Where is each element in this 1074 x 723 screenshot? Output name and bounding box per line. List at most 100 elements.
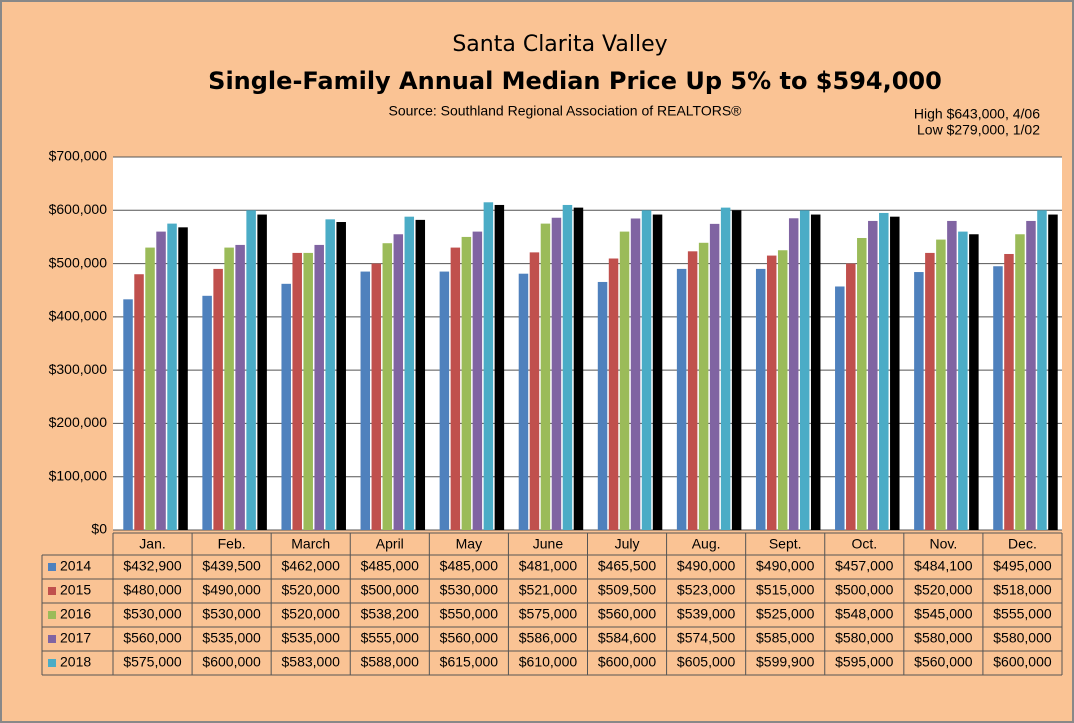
legend-swatch [48, 563, 56, 571]
table-cell: $560,000 [123, 630, 182, 646]
table-cell: $530,000 [202, 606, 261, 622]
x-tick-label: Feb. [218, 536, 246, 552]
legend-label: 2018 [60, 654, 91, 670]
table-cell: $490,000 [202, 582, 261, 598]
y-tick-label: $300,000 [49, 361, 108, 377]
table-cell: $520,000 [914, 582, 973, 598]
bar [134, 274, 144, 530]
bar [846, 263, 856, 530]
bar [868, 220, 878, 530]
table-cell: $585,000 [756, 630, 815, 646]
bar [936, 239, 946, 531]
y-tick-label: $100,000 [49, 467, 108, 483]
legend-swatch [48, 635, 56, 643]
legend-swatch [48, 659, 56, 667]
bar [257, 214, 267, 530]
x-tick-label: April [376, 536, 404, 552]
bar [1037, 210, 1047, 531]
bar [371, 263, 382, 530]
table-cell: $535,000 [202, 630, 261, 646]
table-cell: $462,000 [282, 558, 341, 574]
annotation: High $643,000, 4/06 [914, 106, 1040, 122]
bar [1004, 253, 1014, 531]
bar [720, 207, 731, 530]
table-cell: $495,000 [993, 558, 1052, 574]
x-tick-label: Aug. [692, 536, 721, 552]
table-cell: $586,000 [519, 630, 578, 646]
table-cell: $480,000 [123, 582, 182, 598]
x-tick-label: Nov. [930, 536, 958, 552]
bar [551, 217, 562, 530]
table-cell: $605,000 [677, 654, 736, 670]
table-cell: $600,000 [993, 654, 1052, 670]
x-tick-label: Jan. [139, 536, 165, 552]
table-cell: $518,000 [993, 582, 1052, 598]
bar [123, 299, 133, 530]
bar [213, 268, 223, 530]
table-cell: $530,000 [440, 582, 499, 598]
bar [461, 236, 472, 530]
table-cell: $575,000 [123, 654, 182, 670]
bar [652, 214, 663, 530]
table-cell: $580,000 [914, 630, 973, 646]
annotation: Low $279,000, 1/02 [917, 122, 1040, 138]
subtitle: Source: Southland Regional Association o… [389, 103, 743, 119]
bar [336, 222, 346, 530]
bar [597, 281, 608, 530]
bar [573, 207, 584, 530]
table-cell: $535,000 [282, 630, 341, 646]
table-cell: $600,000 [202, 654, 261, 670]
table-cell: $520,000 [282, 606, 341, 622]
bar [202, 295, 212, 530]
y-tick-label: $400,000 [49, 308, 108, 324]
table-cell: $584,600 [598, 630, 657, 646]
bar [698, 242, 709, 531]
bar [755, 268, 766, 530]
legend-label: 2014 [60, 558, 91, 574]
table-cell: $439,500 [202, 558, 261, 574]
bar [540, 223, 551, 530]
table-cell: $555,000 [361, 630, 420, 646]
bar [393, 234, 404, 530]
x-tick-label: July [615, 536, 640, 552]
table-cell: $521,000 [519, 582, 578, 598]
bar [857, 237, 867, 530]
table-cell: $588,000 [361, 654, 420, 670]
bar [766, 255, 777, 531]
table-cell: $484,100 [914, 558, 973, 574]
bar [562, 204, 573, 530]
bar [879, 212, 889, 530]
table-cell: $515,000 [756, 582, 815, 598]
table-cell: $539,000 [677, 606, 736, 622]
bar [494, 204, 505, 530]
table-cell: $580,000 [993, 630, 1052, 646]
y-tick-label: $200,000 [49, 414, 108, 430]
table-cell: $485,000 [440, 558, 499, 574]
bar [382, 243, 393, 530]
bar [925, 252, 935, 530]
supertitle: Santa Clarita Valley [452, 32, 667, 57]
bar [687, 251, 698, 530]
table-cell: $595,000 [835, 654, 894, 670]
bar [969, 234, 979, 530]
table-cell: $465,500 [598, 558, 657, 574]
x-tick-label: March [291, 536, 330, 552]
chart-title: Single-Family Annual Median Price Up 5% … [208, 67, 942, 95]
table-cell: $432,900 [123, 558, 182, 574]
table-cell: $560,000 [914, 654, 973, 670]
bar [619, 231, 630, 530]
legend-swatch [48, 611, 56, 619]
bar [709, 223, 720, 530]
table-cell: $548,000 [835, 606, 894, 622]
table-cell: $523,000 [677, 582, 736, 598]
bar [483, 202, 494, 531]
bar [1026, 220, 1036, 530]
table-cell: $575,000 [519, 606, 578, 622]
bar [914, 272, 924, 530]
table-cell: $545,000 [914, 606, 973, 622]
bar [303, 252, 313, 530]
bar [518, 273, 529, 530]
table-cell: $574,500 [677, 630, 736, 646]
x-tick-label: Dec. [1008, 536, 1037, 552]
